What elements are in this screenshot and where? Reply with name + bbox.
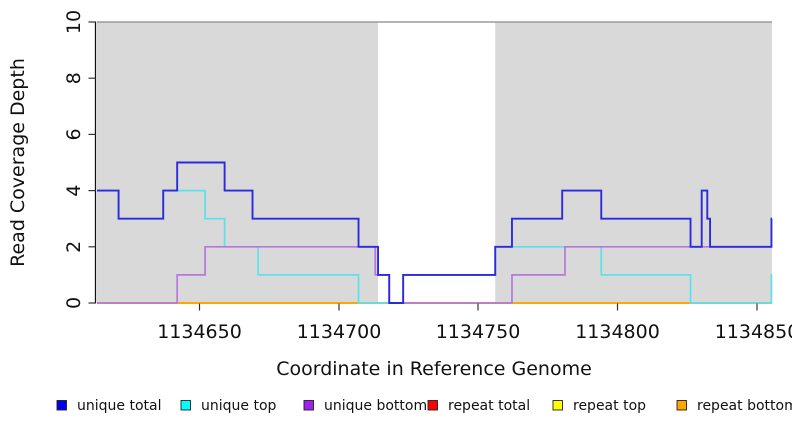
legend-label: repeat top: [573, 398, 646, 414]
repeat-bottom-swatch: [676, 400, 687, 411]
legend-item-repeat-top: repeat top: [552, 398, 646, 414]
legend-label: unique total: [77, 398, 161, 414]
y-tick-label: 4: [63, 185, 85, 197]
y-axis-label: Read Coverage Depth: [7, 58, 29, 267]
y-tick-label: 10: [63, 10, 85, 34]
x-tick-label: 1134650: [157, 321, 242, 343]
x-tick-label: 1134750: [436, 321, 521, 343]
y-tick-label: 8: [63, 72, 85, 84]
unique-bottom-swatch: [303, 400, 314, 411]
legend-label: repeat total: [448, 398, 530, 414]
shaded-region: [495, 22, 772, 303]
legend-item-repeat-total: repeat total: [427, 398, 530, 414]
x-axis: 1134650 1134700 1134750 1134800 1134850: [157, 303, 792, 343]
plot-shaded-regions: [97, 22, 772, 303]
legend-item-unique-top: unique top: [180, 398, 277, 414]
legend: unique total unique top unique bottom re…: [56, 398, 792, 414]
legend-item-unique-bottom: unique bottom: [303, 398, 427, 414]
shaded-region: [97, 22, 379, 303]
legend-item-unique-total: unique total: [56, 398, 161, 414]
y-tick-label: 2: [63, 241, 85, 253]
coverage-lines: [97, 161, 773, 304]
x-tick-label: 1134700: [297, 321, 382, 343]
repeat-top-swatch: [552, 400, 563, 411]
x-axis-label: Coordinate in Reference Genome: [276, 358, 592, 380]
legend-label: unique top: [201, 398, 277, 414]
legend-item-repeat-bottom: repeat bottom: [676, 398, 792, 414]
unique-total-swatch: [56, 400, 67, 411]
repeat-total-swatch: [427, 400, 438, 411]
x-tick-label: 1134850: [715, 321, 792, 343]
x-tick-label: 1134800: [575, 321, 660, 343]
y-tick-label: 6: [63, 128, 85, 140]
legend-label: repeat bottom: [697, 398, 792, 414]
y-axis: 0 2 4 6 8 10: [63, 10, 97, 309]
legend-label: unique bottom: [324, 398, 427, 414]
series-line-unique-total: [97, 161, 773, 304]
y-tick-label: 0: [63, 297, 85, 309]
unique-top-swatch: [180, 400, 191, 411]
